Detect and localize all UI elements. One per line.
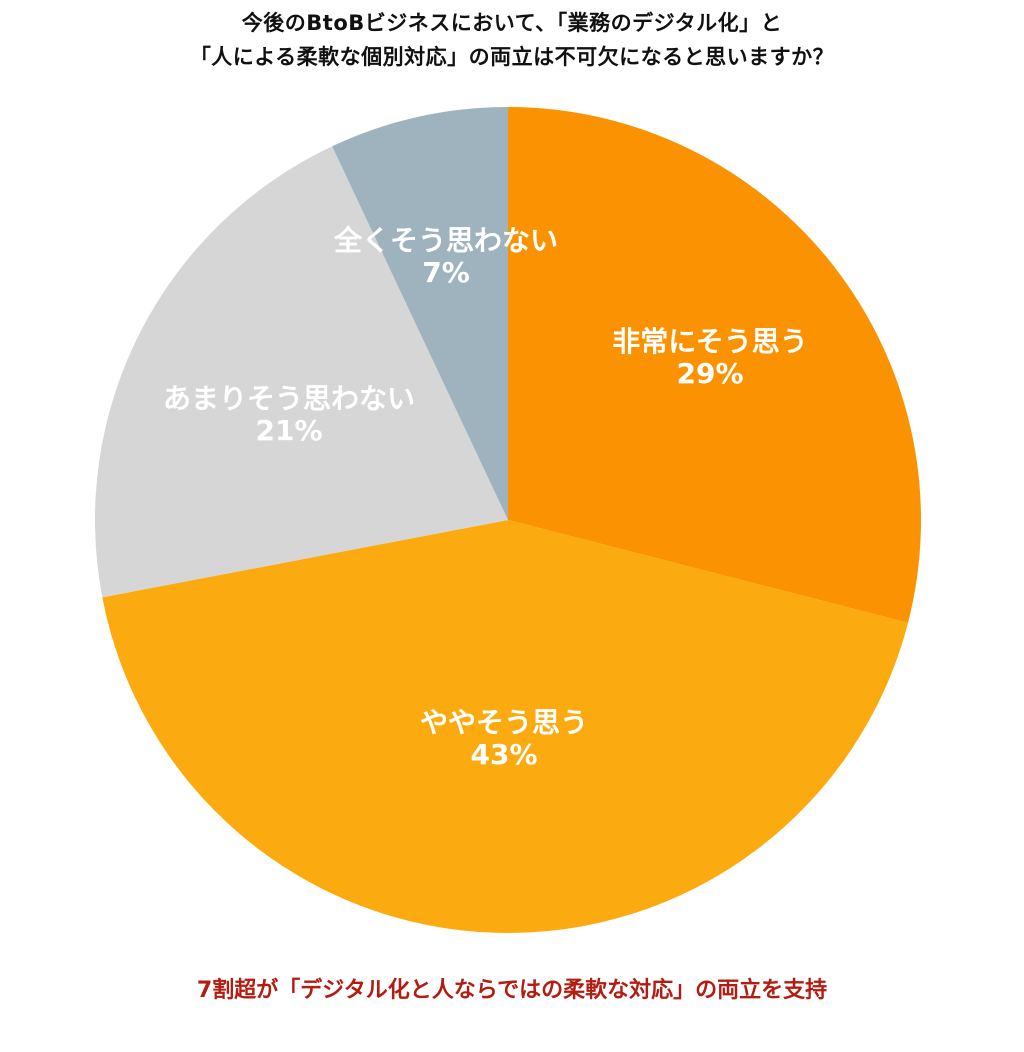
- pie-slice-not-at-all: [332, 107, 508, 520]
- footer-annotation: 7割超が「デジタル化と人ならではの柔軟な対応」の両立を支持: [196, 978, 828, 1003]
- chart-title-line-2: 「人による柔軟な個別対応」の両立は不可欠になると思いますか？: [189, 45, 835, 69]
- slice-label-somewhat-agree-pct: 43%: [470, 738, 538, 771]
- slice-label-somewhat-agree: ややそう思う 43%: [420, 707, 588, 771]
- slice-label-very-agree: 非常にそう思う 29%: [612, 326, 807, 390]
- slice-label-not-at-all-pct: 7%: [422, 256, 470, 289]
- slice-label-not-at-all-name: 全くそう思わない: [333, 224, 559, 257]
- chart-title-line-1: 今後のBtoBビジネスにおいて、「業務のデジタル化」と: [241, 11, 783, 35]
- pie-slice-somewhat-agree: [102, 520, 909, 934]
- slice-label-very-agree-name: 非常にそう思う: [612, 325, 808, 358]
- slice-label-not-much-name: あまりそう思わない: [162, 382, 416, 415]
- pie-slice-not-much: [94, 146, 508, 598]
- slice-label-not-much-pct: 21%: [255, 414, 323, 447]
- chart-title: 今後のBtoBビジネスにおいて、「業務のデジタル化」と 「人による柔軟な個別対応…: [0, 6, 1024, 74]
- pie-slice-very-agree: [508, 107, 921, 623]
- slice-label-not-much: あまりそう思わない 21%: [163, 383, 415, 447]
- slice-label-very-agree-pct: 29%: [676, 357, 744, 390]
- slice-label-somewhat-agree-name: ややそう思う: [419, 706, 589, 739]
- slice-label-not-at-all: 全くそう思わない 7%: [334, 225, 558, 289]
